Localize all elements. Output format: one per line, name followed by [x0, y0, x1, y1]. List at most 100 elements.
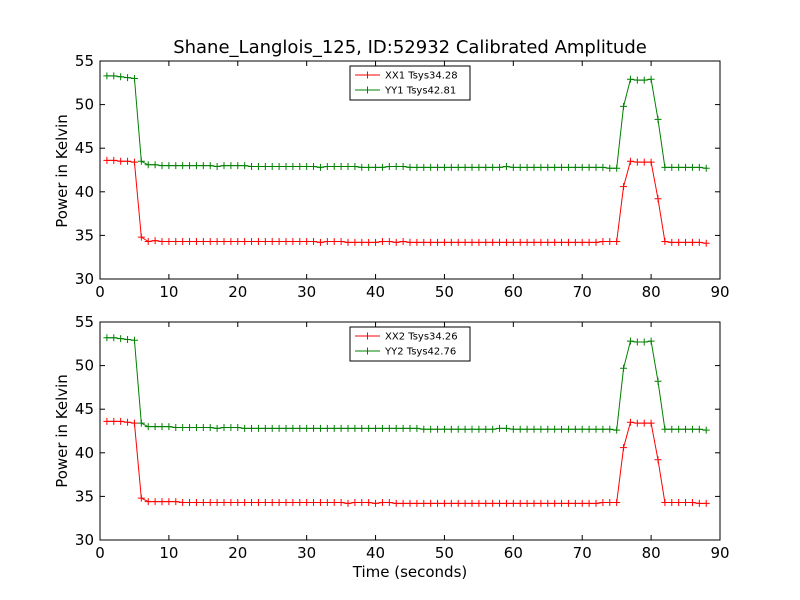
data-point — [275, 163, 283, 171]
data-point — [137, 494, 145, 502]
data-point — [316, 163, 324, 171]
data-point — [626, 337, 634, 345]
x-tick-label: 10 — [159, 283, 178, 301]
data-point — [192, 424, 200, 432]
data-point — [110, 156, 118, 164]
data-point — [613, 238, 621, 246]
data-point — [248, 238, 256, 246]
data-point — [468, 163, 476, 171]
data-point — [261, 238, 269, 246]
data-point — [564, 425, 572, 433]
data-point — [640, 76, 648, 84]
legend-label: XX1 Tsys34.28 — [385, 71, 458, 82]
data-point — [392, 238, 400, 246]
data-point — [668, 425, 676, 433]
x-tick-label: 90 — [710, 544, 729, 562]
data-point — [344, 163, 352, 171]
data-point — [468, 499, 476, 507]
data-point — [192, 162, 200, 170]
data-point — [640, 419, 648, 427]
data-point — [502, 499, 510, 507]
data-point — [502, 163, 510, 171]
data-point — [103, 334, 111, 342]
data-point — [213, 499, 221, 507]
data-point — [378, 238, 386, 246]
data-point — [633, 419, 641, 427]
data-point — [599, 163, 607, 171]
data-point — [241, 499, 249, 507]
data-point — [227, 238, 235, 246]
data-point — [144, 238, 152, 246]
data-point — [482, 425, 490, 433]
data-point — [275, 499, 283, 507]
data-point — [592, 163, 600, 171]
data-point — [647, 158, 655, 166]
data-point — [440, 238, 448, 246]
chart-title: Shane_Langlois_125, ID:52932 Calibrated … — [173, 37, 647, 58]
data-point — [454, 499, 462, 507]
data-point — [365, 163, 373, 171]
data-point — [358, 499, 366, 507]
data-point — [695, 238, 703, 246]
data-point — [633, 76, 641, 84]
legend-box — [349, 326, 471, 362]
data-point — [668, 238, 676, 246]
data-point — [599, 499, 607, 507]
data-point — [399, 499, 407, 507]
y-tick-label: 30 — [75, 531, 94, 549]
y-tick-label: 55 — [75, 52, 94, 70]
data-point — [461, 163, 469, 171]
data-point — [220, 238, 228, 246]
data-point — [613, 499, 621, 507]
data-point — [551, 163, 559, 171]
data-point — [248, 499, 256, 507]
data-point — [585, 499, 593, 507]
data-point — [323, 238, 331, 246]
subplot-top: Power in Kelvin 0 10 20 30 40 50 60 70 80 90 30 35 4… — [53, 52, 730, 301]
data-point — [330, 499, 338, 507]
data-point — [220, 499, 228, 507]
data-point — [310, 424, 318, 432]
data-point — [427, 499, 435, 507]
data-point — [261, 424, 269, 432]
data-point — [688, 163, 696, 171]
data-point — [351, 238, 359, 246]
data-point — [130, 74, 138, 82]
data-point — [213, 424, 221, 432]
data-point — [647, 419, 655, 427]
data-point — [558, 238, 566, 246]
data-point — [406, 424, 414, 432]
x-tick-label: 40 — [366, 544, 385, 562]
x-tick-label: 80 — [642, 544, 661, 562]
legend-marker — [364, 86, 371, 94]
data-point — [151, 237, 159, 245]
data-point — [606, 238, 614, 246]
data-point — [626, 157, 634, 165]
x-tick-label: 20 — [228, 283, 247, 301]
data-point — [372, 163, 380, 171]
data-point — [144, 498, 152, 506]
data-point — [392, 163, 400, 171]
data-point — [516, 499, 524, 507]
data-point — [330, 238, 338, 246]
data-point — [440, 163, 448, 171]
plot-frame — [99, 321, 721, 541]
data-point — [303, 499, 311, 507]
data-point — [213, 238, 221, 246]
data-point — [578, 238, 586, 246]
x-tick-label: 80 — [642, 283, 661, 301]
legend-box — [349, 65, 471, 101]
data-point — [668, 499, 676, 507]
y-axis-label-bottom: Power in Kelvin — [53, 374, 71, 488]
data-point — [227, 162, 235, 170]
data-point — [186, 162, 194, 170]
legend: XX1 Tsys34.28 YY1 Tsys42.81 — [349, 65, 471, 101]
x-tick-label: 10 — [159, 544, 178, 562]
data-point — [310, 238, 318, 246]
data-point — [585, 238, 593, 246]
legend-label: YY1 Tsys42.81 — [384, 86, 456, 97]
data-point — [578, 425, 586, 433]
x-tick-label: 60 — [504, 544, 523, 562]
data-point — [606, 499, 614, 507]
legend-marker — [364, 71, 371, 79]
